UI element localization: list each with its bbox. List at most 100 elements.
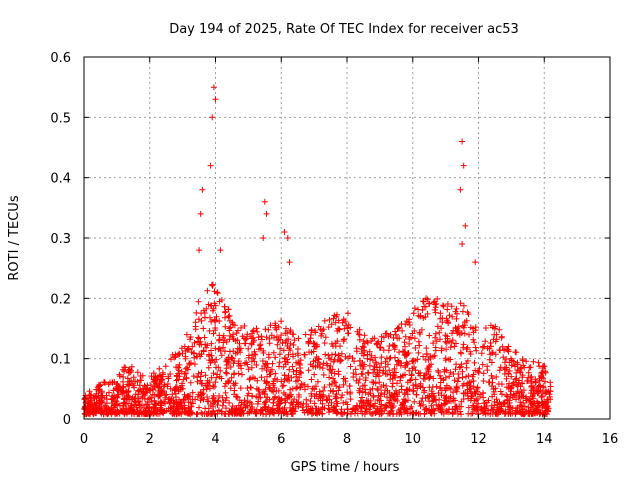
data-point	[301, 409, 308, 416]
data-point	[470, 336, 477, 343]
data-point	[272, 354, 279, 361]
data-point	[370, 379, 377, 386]
data-point	[340, 381, 347, 388]
data-point	[401, 339, 408, 346]
data-point	[198, 380, 205, 387]
data-point	[467, 382, 474, 389]
data-point	[162, 400, 168, 407]
data-point	[196, 404, 202, 411]
data-point	[453, 383, 460, 390]
data-point	[225, 306, 232, 313]
data-point	[148, 373, 155, 380]
data-point	[311, 371, 318, 378]
data-point	[208, 318, 215, 325]
data-point	[340, 399, 347, 406]
data-point	[494, 404, 500, 411]
data-point	[415, 370, 422, 377]
data-point	[366, 348, 373, 355]
data-point	[464, 344, 471, 351]
data-point	[106, 389, 112, 396]
data-point	[216, 337, 222, 344]
data-point	[322, 351, 329, 358]
data-point	[176, 373, 183, 380]
data-point	[269, 360, 276, 367]
data-point	[514, 361, 521, 368]
data-point	[203, 344, 210, 351]
data-point	[453, 361, 460, 368]
data-point	[198, 369, 205, 376]
data-point	[93, 399, 100, 406]
data-point	[228, 374, 235, 381]
data-point	[108, 396, 115, 403]
data-point	[152, 374, 159, 381]
data-point	[248, 340, 255, 347]
data-point	[120, 409, 127, 416]
data-point	[446, 312, 453, 319]
data-point	[378, 338, 385, 345]
data-point	[418, 398, 425, 405]
data-point	[213, 356, 220, 363]
data-point	[400, 372, 406, 379]
data-point	[229, 355, 236, 362]
data-point	[324, 362, 331, 369]
data-point	[412, 345, 419, 351]
data-point	[335, 325, 342, 332]
data-point	[326, 374, 333, 381]
data-point	[523, 397, 530, 404]
data-point	[240, 401, 247, 408]
data-point	[466, 331, 472, 338]
x-axis-label: GPS time / hours	[291, 460, 400, 475]
data-point	[156, 392, 163, 399]
data-point	[486, 345, 493, 352]
data-point	[197, 373, 204, 380]
data-point	[364, 339, 371, 346]
data-point	[293, 385, 300, 392]
data-point	[85, 398, 92, 405]
data-point	[393, 387, 399, 394]
data-point	[347, 324, 354, 331]
data-point	[208, 347, 215, 354]
data-point	[435, 369, 442, 376]
data-point	[530, 395, 537, 402]
data-point	[363, 405, 369, 412]
data-point	[431, 407, 438, 414]
data-point	[383, 383, 390, 389]
data-point	[473, 397, 480, 404]
data-point	[512, 376, 519, 383]
data-point	[176, 367, 182, 374]
data-point	[295, 394, 302, 400]
data-point	[513, 381, 520, 388]
y-tick-label: 0.1	[50, 353, 71, 368]
data-point	[248, 364, 255, 371]
data-point	[196, 335, 202, 342]
data-point	[399, 327, 406, 334]
data-point	[143, 410, 150, 417]
data-point	[444, 409, 451, 416]
data-point	[436, 329, 443, 336]
data-point	[477, 393, 483, 400]
data-point	[120, 378, 126, 385]
data-point	[338, 406, 345, 413]
data-point	[382, 387, 388, 394]
data-point	[192, 396, 199, 403]
data-point	[369, 385, 376, 392]
data-point	[247, 333, 254, 340]
data-point	[496, 367, 503, 374]
data-point	[146, 395, 153, 402]
data-point	[98, 407, 105, 414]
data-point	[451, 343, 458, 350]
data-point	[335, 387, 342, 394]
data-point	[518, 389, 524, 396]
data-point	[463, 317, 470, 324]
data-point	[188, 349, 195, 356]
data-point	[281, 372, 288, 379]
data-point	[248, 384, 254, 391]
data-point	[503, 375, 510, 382]
data-point	[287, 386, 294, 393]
data-point	[261, 401, 268, 408]
data-point	[342, 375, 348, 382]
data-point	[268, 332, 275, 339]
data-point	[513, 375, 520, 382]
data-point	[520, 362, 527, 369]
